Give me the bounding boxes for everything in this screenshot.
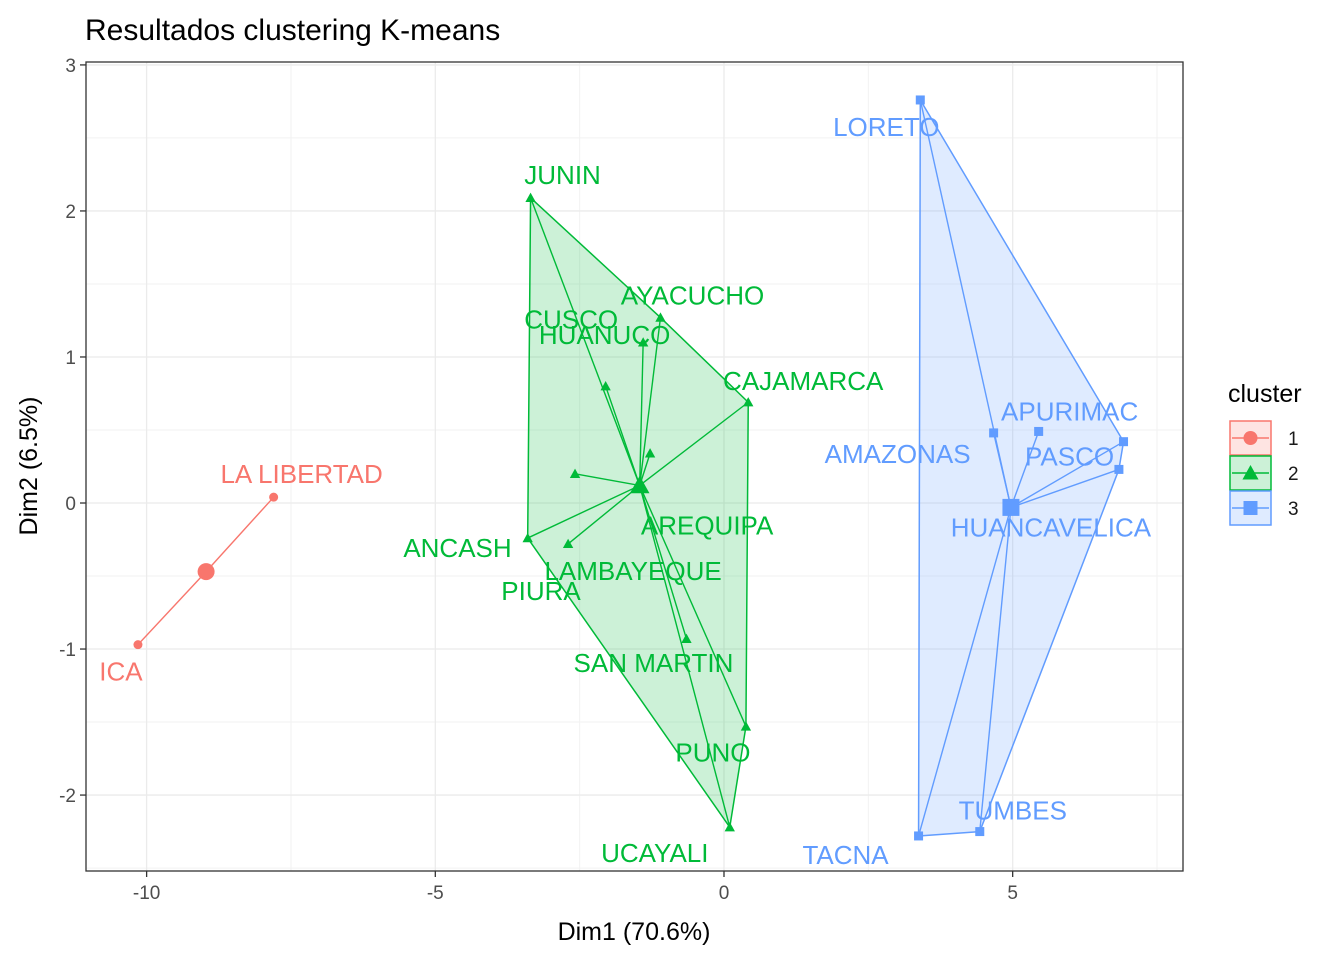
spoke-piura [574,473,640,487]
spoke-lambayeque [567,484,641,545]
spoke-cajamarca [639,401,749,487]
label-apurimac: APURIMAC [1001,396,1138,426]
point-pasco [1119,437,1129,447]
point-ayacucho [655,312,666,322]
x-tick-label: 5 [1007,883,1018,904]
centroid-spokes [137,99,1124,837]
spoke-puno [639,485,747,727]
spoke-huanuco [604,385,641,486]
centroid-cluster-2 [629,475,650,494]
spoke-san-martin [639,485,688,640]
point-puno [740,721,752,731]
legend-marker-2 [1242,464,1259,480]
spoke-pasco [1010,441,1124,508]
x-axis-title: Dim1 (70.6%) [558,918,711,946]
point-tumbes [975,827,985,837]
point-apurimac [1034,426,1044,436]
point-junin [525,192,536,202]
plot-panel-border [85,61,1184,872]
legend: cluster 1 2 3 [1228,380,1302,526]
point-huanuco [600,381,611,391]
y-tick-label: 2 [65,202,76,223]
y-axis-title: Dim2 (6.5%) [15,397,43,536]
point-loreto [915,95,925,105]
spoke-ancash [527,484,640,539]
x-axis-ticks: -10 -5 0 5 [133,871,1018,904]
point-labels: LA LIBERTAD ICA JUNIN AYACUCHO HUANUCO CAJAMA… [99,112,1151,870]
point-ucayali [724,822,735,832]
label-tacna: TACNA [802,840,889,870]
label-arequipa: AREQUIPA [641,510,774,540]
major-gridlines [86,62,1183,871]
data-points [133,95,1129,841]
label-cusco: CUSCO [524,304,618,334]
label-ayacucho: AYACUCHO [621,281,765,311]
spoke-cusco [638,342,644,486]
legend-marker-1 [1243,431,1258,445]
label-loreto: LORETO [833,112,939,142]
point-piura [569,468,581,478]
spoke-tacna [917,507,1012,837]
legend-marker-3 [1243,501,1258,515]
label-tumbes: TUMBES [959,796,1067,826]
label-ucayali: UCAYALI [601,838,708,868]
label-ica: ICA [99,657,143,687]
point-la-libertad [269,492,279,502]
x-tick-label: -10 [133,883,160,904]
x-tick-label: -5 [427,883,444,904]
centroid-cluster-3 [1002,498,1020,516]
spoke-huancavelica [1010,468,1120,509]
point-tacna [914,831,924,841]
y-tick-label: 1 [65,348,76,369]
label-puno: PUNO [675,737,750,767]
label-huanuco: HUANUCO [539,320,670,350]
spoke-tumbes [979,507,1012,832]
legend-title: cluster [1228,380,1302,408]
point-lambayeque [562,538,574,549]
label-lambayeque: LAMBAYEQUE [544,556,721,586]
spoke-amazonas [992,432,1012,508]
label-ancash: ANCASH [403,533,511,563]
point-amazonas [989,428,999,438]
label-cajamarca: CAJAMARCA [723,366,884,396]
legend-label-1: 1 [1288,429,1299,450]
point-cajamarca [743,397,754,407]
point-ica [133,640,143,650]
y-tick-label: -2 [59,786,76,807]
spoke-ucayali [639,485,731,828]
label-la-libertad: LA LIBERTAD [220,459,382,489]
y-tick-label: 0 [65,494,76,515]
point-ancash [522,532,533,543]
point-san-martin [681,633,692,643]
label-amazonas: AMAZONAS [825,439,971,469]
y-tick-label: -1 [59,640,76,661]
spoke-ica [137,571,207,646]
legend-label-3: 3 [1288,499,1299,520]
spoke-apurimac [1010,431,1040,508]
spoke-ayacucho [639,317,662,486]
spoke-junin [529,197,641,486]
spoke-la-libertad [205,496,275,573]
centroid-cluster-1 [197,563,215,581]
y-tick-label: 3 [65,56,76,77]
point-huancavelica [1114,464,1124,474]
legend-label-2: 2 [1288,464,1299,485]
point-arequipa [644,448,656,458]
chart-title: Resultados clustering K-means [85,14,500,47]
label-san-martin: SAN MARTIN [574,648,734,678]
point-cusco [637,337,649,347]
x-tick-label: 0 [719,883,730,904]
y-axis-ticks: -2 -1 0 1 2 3 [59,56,86,807]
minor-gridlines [86,62,1183,871]
label-huancavelica: HUANCAVELICA [951,512,1152,542]
label-piura: PIURA [501,576,581,606]
label-junin: JUNIN [524,160,601,190]
label-pasco: PASCO [1025,442,1114,472]
